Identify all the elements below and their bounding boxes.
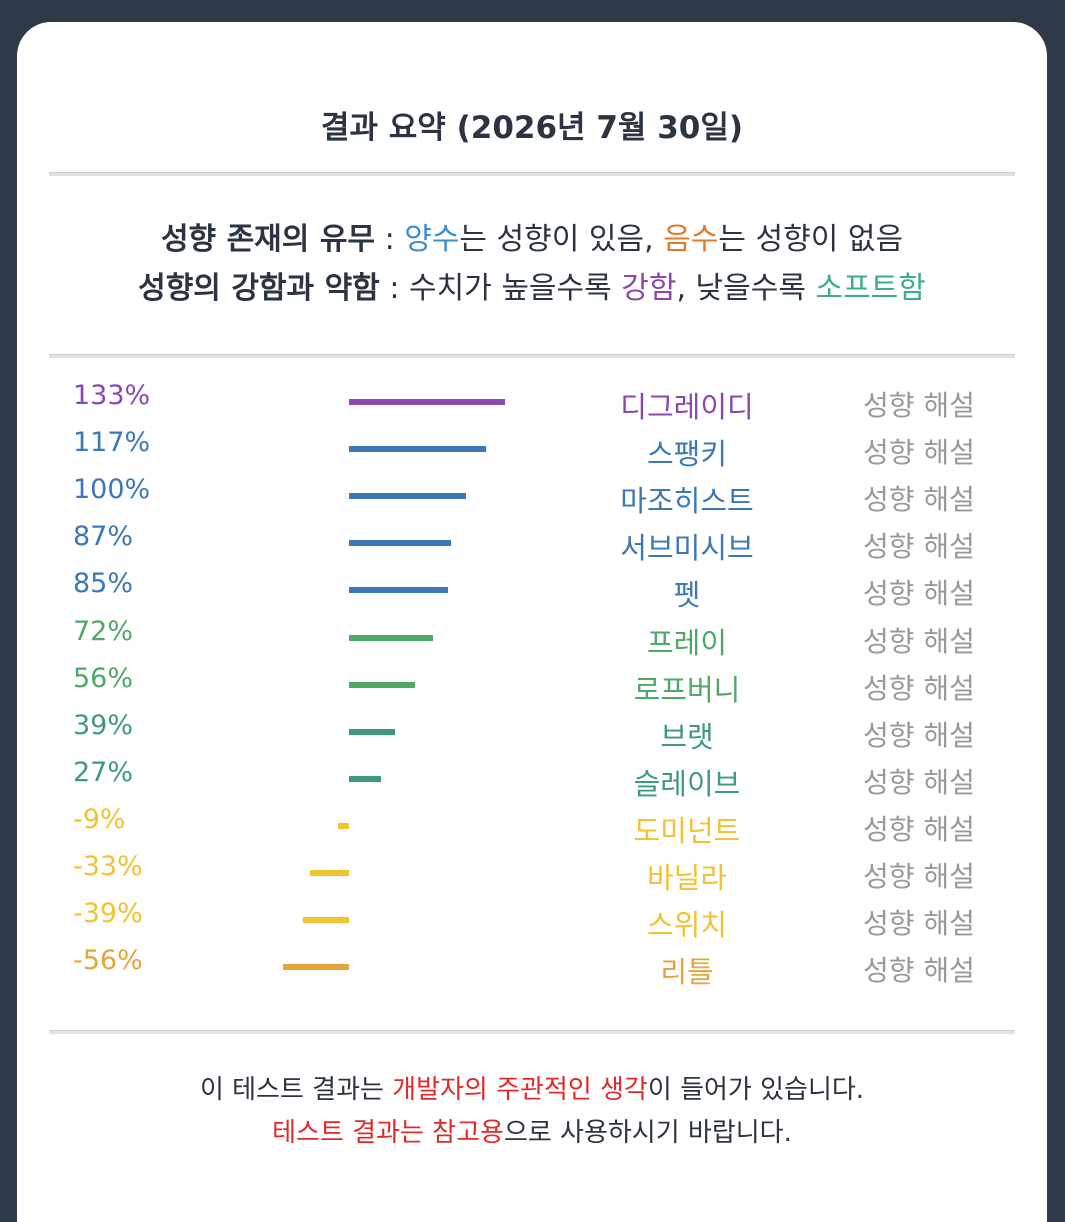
- trait-row: 27% 슬레이브 성향 해설: [17, 757, 1047, 804]
- trait-detail-link[interactable]: 성향 해설: [863, 624, 975, 658]
- trait-row: 87% 서브미시브 성향 해설: [17, 521, 1047, 568]
- trait-name: 서브미시브: [620, 531, 754, 566]
- legend-strength-heading: 성향의 강함과 약함: [138, 271, 380, 306]
- trait-percent: 100%: [73, 474, 151, 506]
- trait-bar: [349, 775, 381, 782]
- trait-name: 디그레이디: [620, 390, 754, 424]
- trait-name: 브랫: [660, 719, 714, 754]
- footer-note-line1: 이 테스트 결과는 개발자의 주관적인 생각이 들어가 있습니다.: [17, 1069, 1047, 1106]
- divider-middle: [49, 354, 1015, 358]
- divider-bottom: [49, 1030, 1015, 1034]
- divider-top: [49, 172, 1015, 176]
- legend-sep: :: [379, 271, 409, 306]
- trait-detail-link[interactable]: 성향 해설: [863, 812, 975, 846]
- trait-percent: 117%: [73, 427, 151, 459]
- legend-strong-word: 강함: [621, 271, 677, 306]
- trait-bar: [349, 540, 451, 547]
- trait-bar: [349, 634, 434, 641]
- trait-bar: [283, 964, 349, 971]
- legend-negative-text: 는 성향이 없음: [718, 222, 904, 257]
- trait-percent: -39%: [73, 898, 143, 930]
- trait-percent: -33%: [73, 851, 143, 882]
- footer-highlight: 개발자의 주관적인 생각: [392, 1075, 648, 1105]
- trait-name: 스팽키: [646, 437, 728, 472]
- trait-row: -9% 도미넌트 성향 해설: [17, 804, 1047, 851]
- trait-bar: [303, 917, 349, 924]
- trait-row: -39% 스위치 성향 해설: [17, 898, 1047, 945]
- trait-row: 85% 펫 성향 해설: [17, 568, 1047, 615]
- trait-bar: [349, 399, 505, 405]
- trait-row: 56% 로프버니 성향 해설: [17, 663, 1047, 710]
- trait-row: 72% 프레이 성향 해설: [17, 616, 1047, 663]
- trait-bar: [349, 446, 486, 453]
- trait-percent: 72%: [73, 615, 134, 647]
- legend-soft-text: , 낮을수록: [676, 271, 816, 306]
- trait-bar: [349, 728, 395, 735]
- footer-text: 으로 사용하시기 바랍니다.: [503, 1118, 792, 1148]
- trait-detail-link[interactable]: 성향 해설: [863, 389, 975, 422]
- trait-row: 117% 스팽키 성향 해설: [17, 427, 1047, 474]
- footer-note-line2: 테스트 결과는 참고용으로 사용하시기 바랍니다.: [17, 1112, 1047, 1149]
- legend-line-strength: 성향의 강함과 약함 : 수치가 높을수록 강함, 낮을수록 소프트함: [17, 263, 1047, 307]
- trait-percent: 133%: [73, 380, 151, 411]
- trait-detail-link[interactable]: 성향 해설: [863, 954, 975, 988]
- trait-detail-link[interactable]: 성향 해설: [863, 718, 975, 752]
- legend-line-existence: 성향 존재의 유무 : 양수는 성향이 있음, 음수는 성향이 없음: [17, 214, 1047, 258]
- trait-percent: 56%: [73, 662, 134, 694]
- trait-row: 100% 마조히스트 성향 해설: [17, 474, 1047, 521]
- trait-percent: 27%: [73, 756, 134, 788]
- trait-percent: -9%: [73, 803, 126, 835]
- footer-highlight: 테스트 결과는 참고용: [272, 1118, 504, 1148]
- footer-text: 이 들어가 있습니다.: [647, 1075, 865, 1105]
- trait-detail-link[interactable]: 성향 해설: [863, 765, 975, 799]
- legend-positive-word: 양수: [404, 222, 460, 257]
- legend-sep: :: [375, 222, 405, 257]
- trait-name: 펫: [673, 578, 701, 613]
- footer-text: 이 테스트 결과는: [199, 1075, 393, 1105]
- legend-existence-heading: 성향 존재의 유무: [160, 222, 376, 257]
- trait-detail-link[interactable]: 성향 해설: [863, 907, 975, 941]
- trait-row: 133% 디그레이디 성향 해설: [17, 380, 1047, 427]
- trait-bar: [349, 493, 466, 500]
- trait-name: 로프버니: [633, 672, 741, 707]
- trait-row: -33% 바닐라 성향 해설: [17, 851, 1047, 898]
- trait-name: 바닐라: [646, 861, 728, 895]
- legend-positive-text: 는 성향이 있음,: [459, 222, 664, 257]
- trait-percent: 87%: [73, 521, 134, 553]
- trait-bar: [338, 822, 349, 829]
- legend-negative-word: 음수: [663, 222, 719, 257]
- trait-bar: [310, 870, 349, 876]
- trait-row: -56% 리틀 성향 해설: [17, 945, 1047, 992]
- trait-detail-link[interactable]: 성향 해설: [863, 530, 975, 564]
- trait-row: 39% 브랫 성향 해설: [17, 710, 1047, 757]
- trait-name: 프레이: [646, 625, 728, 660]
- trait-percent: 39%: [73, 709, 134, 741]
- result-card: 결과 요약 (2026년 7월 30일) 성향 존재의 유무 : 양수는 성향이…: [17, 22, 1047, 1222]
- trait-detail-link[interactable]: 성향 해설: [863, 577, 975, 611]
- trait-name: 리틀: [660, 955, 714, 990]
- trait-name: 슬레이브: [633, 766, 741, 801]
- page-title: 결과 요약 (2026년 7월 30일): [320, 110, 744, 146]
- legend-strong-text: 수치가 높을수록: [408, 271, 622, 306]
- trait-percent: 85%: [73, 568, 134, 600]
- trait-name: 마조히스트: [620, 484, 754, 519]
- trait-bar: [349, 587, 449, 594]
- trait-detail-link[interactable]: 성향 해설: [863, 436, 975, 470]
- trait-name: 도미넌트: [633, 813, 741, 848]
- trait-detail-link[interactable]: 성향 해설: [863, 483, 975, 517]
- legend-soft-word: 소프트함: [815, 271, 926, 306]
- trait-bar: [349, 681, 415, 688]
- trait-name: 스위치: [646, 908, 728, 943]
- trait-detail-link[interactable]: 성향 해설: [863, 860, 975, 893]
- trait-percent: -56%: [73, 945, 143, 977]
- trait-detail-link[interactable]: 성향 해설: [863, 671, 975, 705]
